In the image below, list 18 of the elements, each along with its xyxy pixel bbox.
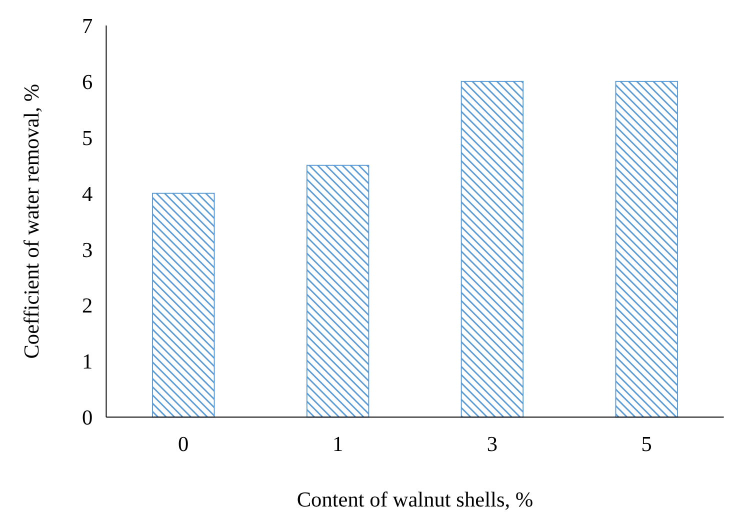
y-tick-label: 5 (82, 126, 93, 150)
x-axis-title: Content of walnut shells, % (296, 487, 534, 512)
y-tick-label: 2 (82, 294, 93, 318)
x-tick-label: 1 (332, 432, 344, 456)
x-tick-label: 5 (641, 432, 652, 456)
y-tick-label: 0 (82, 406, 93, 430)
x-tick-label: 0 (178, 432, 189, 456)
bar (152, 192, 215, 418)
y-tick-label: 4 (82, 182, 93, 206)
bar (306, 164, 370, 418)
bar (615, 80, 678, 418)
x-tick-label: 3 (486, 432, 498, 456)
bar (460, 80, 524, 418)
y-tick-label: 6 (82, 70, 93, 94)
y-tick-label: 1 (82, 350, 93, 374)
y-axis-title: Coefficient of water removal, % (19, 84, 44, 359)
y-tick-label: 3 (82, 238, 93, 262)
y-tick-label: 7 (82, 14, 93, 38)
